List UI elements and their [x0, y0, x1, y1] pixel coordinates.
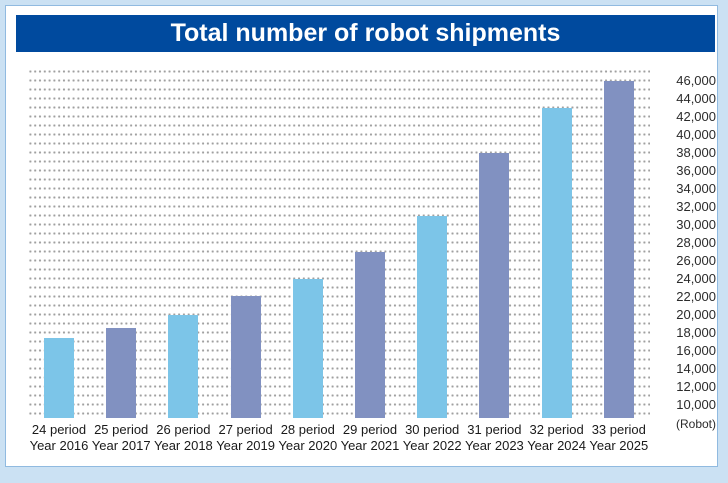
bar-31-period	[479, 152, 510, 418]
x-axis-label-24-period: 24 period Year 2016	[24, 422, 94, 453]
bar-26-period	[168, 315, 199, 418]
x-axis-label-period: 26 period	[156, 422, 211, 437]
x-axis-label-30-period: 30 period Year 2022	[397, 422, 467, 453]
x-axis-label-32-period: 32 period Year 2024	[522, 422, 592, 453]
y-axis-tick: 20,000	[676, 307, 716, 322]
bar-25-period	[106, 328, 137, 418]
y-axis-tick: 34,000	[676, 181, 716, 196]
y-axis-tick: 36,000	[676, 163, 716, 178]
y-axis-unit-label: (Robot)	[675, 417, 716, 431]
x-axis-label-year: Year 2025	[589, 437, 649, 453]
x-axis-label-period: 28 period	[280, 422, 335, 437]
x-axis-label-27-period: 27 period Year 2019	[211, 422, 281, 453]
bar-29-period	[355, 252, 385, 418]
y-axis-tick: 32,000	[676, 199, 716, 214]
x-axis-label-period: 30 period	[405, 422, 460, 437]
bar-30-period	[417, 216, 448, 418]
bar-27-period	[230, 295, 261, 418]
y-axis-tick: 28,000	[676, 235, 716, 250]
y-axis-tick: 44,000	[676, 91, 716, 106]
chart-title: Total number of robot shipments	[170, 19, 561, 47]
x-axis-label-period: 31 period	[467, 422, 522, 437]
x-axis-label-period: 27 period	[218, 422, 273, 437]
x-axis-label-year: Year 2019	[216, 437, 275, 453]
y-axis-tick: 16,000	[676, 343, 716, 358]
y-axis-tick: 42,000	[676, 109, 716, 124]
y-axis-tick: 24,000	[676, 271, 716, 286]
x-axis-label-year: Year 2018	[153, 437, 213, 453]
y-axis-tick: 12,000	[676, 379, 716, 394]
y-axis-tick: 40,000	[676, 127, 716, 142]
x-axis-label-year: Year 2023	[464, 437, 524, 453]
y-axis-tick: 38,000	[676, 145, 716, 160]
x-axis-label-31-period: 31 period Year 2023	[459, 422, 529, 453]
x-axis-label-period: 29 period	[342, 422, 398, 437]
y-axis-tick: 46,000	[676, 73, 716, 88]
chart-panel: Total number of robot shipments 10,000 12…	[5, 5, 718, 467]
x-axis-label-33-period: 33 period Year 2025	[584, 422, 654, 453]
x-axis-label-26-period: 26 period Year 2018	[148, 422, 218, 453]
x-axis-label-year: Year 2020	[278, 437, 338, 453]
bar-28-period	[292, 278, 323, 418]
bar-32-period	[541, 108, 572, 418]
title-banner: Total number of robot shipments	[16, 15, 715, 52]
x-axis-label-period: 25 period	[94, 422, 149, 437]
bar-24-period	[44, 337, 74, 418]
x-axis-label-year: Year 2024	[527, 437, 586, 453]
y-axis-tick: 14,000	[676, 361, 716, 376]
y-axis-tick: 18,000	[676, 325, 716, 340]
x-axis-label-year: Year 2017	[91, 437, 151, 453]
plot-area	[28, 67, 650, 418]
x-axis-label-28-period: 28 period Year 2020	[273, 422, 343, 453]
x-axis-label-year: Year 2021	[340, 437, 400, 453]
x-axis-label-year: Year 2016	[29, 437, 89, 453]
x-axis-label-29-period: 29 period Year 2021	[335, 422, 405, 453]
x-axis-label-period: 32 period	[529, 422, 584, 437]
y-axis-tick: 22,000	[676, 289, 716, 304]
x-axis-label-year: Year 2022	[402, 437, 462, 453]
y-axis-tick: 10,000	[676, 397, 716, 412]
x-axis-label-25-period: 25 period Year 2017	[86, 422, 156, 453]
x-axis-label-period: 24 period	[31, 422, 87, 437]
x-axis-label-period: 33 period	[591, 422, 646, 437]
y-axis-tick: 26,000	[676, 253, 716, 268]
y-axis-tick: 30,000	[676, 217, 716, 232]
bar-33-period	[603, 80, 634, 418]
